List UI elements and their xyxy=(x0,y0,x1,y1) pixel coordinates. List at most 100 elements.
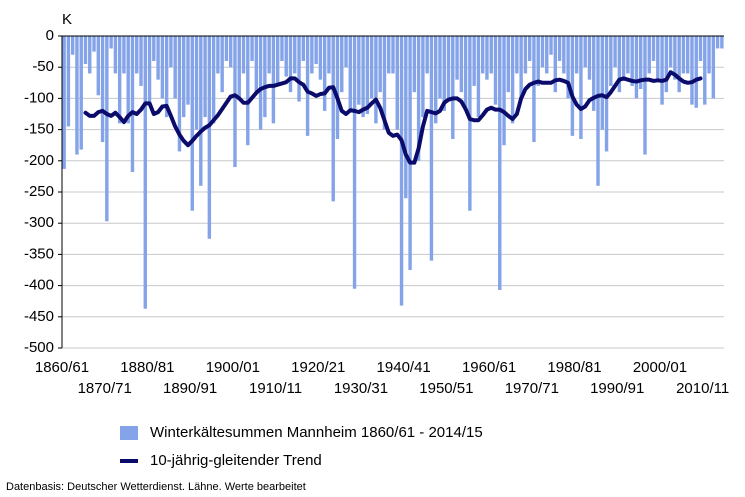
legend-label: 10-jährig-gleitender Trend xyxy=(150,452,322,469)
bar xyxy=(190,36,194,211)
bar xyxy=(519,36,523,99)
bar xyxy=(549,36,553,55)
bar xyxy=(254,36,259,93)
bar xyxy=(271,36,276,124)
bar xyxy=(241,36,246,74)
bar xyxy=(523,36,528,74)
bar xyxy=(143,36,147,309)
bar xyxy=(314,36,318,65)
x-tick-label: 1920/21 xyxy=(291,359,345,376)
bar xyxy=(506,36,511,93)
bar xyxy=(587,36,592,80)
bar xyxy=(639,36,643,90)
bar xyxy=(698,36,703,61)
bar xyxy=(630,36,634,86)
bar xyxy=(233,36,237,168)
bar xyxy=(117,36,122,124)
bar xyxy=(617,36,622,93)
bar xyxy=(211,36,216,124)
bar xyxy=(327,36,331,74)
bar xyxy=(664,36,669,93)
bar xyxy=(228,36,233,68)
bar xyxy=(280,36,284,61)
bar xyxy=(408,36,412,270)
bar xyxy=(169,36,173,68)
x-tick-label: 1950/51 xyxy=(419,380,473,397)
bar xyxy=(250,36,254,61)
bar xyxy=(621,36,626,80)
bar xyxy=(199,36,203,186)
x-tick-label: 1960/61 xyxy=(462,359,516,376)
bar xyxy=(399,36,404,306)
bar xyxy=(446,36,451,99)
y-tick-label: -350 xyxy=(24,245,54,262)
x-tick-label: 1930/31 xyxy=(334,380,388,397)
x-tick-label: 2010/11 xyxy=(676,380,729,397)
bar xyxy=(224,36,229,61)
bar xyxy=(186,36,190,105)
bar xyxy=(502,36,506,146)
bar xyxy=(557,36,562,61)
bar xyxy=(62,36,66,169)
bar xyxy=(455,36,459,80)
bar xyxy=(703,36,707,105)
bar xyxy=(318,36,323,80)
bar xyxy=(152,36,156,61)
bar xyxy=(715,36,720,49)
bar xyxy=(147,36,152,105)
x-tick-label: 1940/41 xyxy=(377,359,431,376)
x-tick-label: 2000/01 xyxy=(633,359,687,376)
bar xyxy=(194,36,199,130)
bar xyxy=(237,36,241,99)
bar xyxy=(694,36,698,108)
bar xyxy=(647,36,651,74)
source-note: Datenbasis: Deutscher Wetterdienst. Lähn… xyxy=(6,481,306,493)
bar xyxy=(357,36,361,105)
bar xyxy=(96,36,101,96)
bar xyxy=(374,36,378,124)
bar xyxy=(122,36,126,74)
y-tick-label: -300 xyxy=(24,214,54,231)
bar xyxy=(105,36,109,222)
bar xyxy=(707,36,711,74)
bar xyxy=(92,36,96,52)
bar xyxy=(527,36,532,61)
y-tick-label: -200 xyxy=(24,152,54,169)
bar xyxy=(288,36,293,93)
bar xyxy=(498,36,502,290)
bar xyxy=(331,36,335,202)
bar xyxy=(489,36,493,74)
bar xyxy=(70,36,75,55)
bar xyxy=(378,36,382,93)
bar xyxy=(382,36,387,130)
bar xyxy=(536,36,540,86)
bar xyxy=(395,36,399,130)
bar xyxy=(720,36,724,49)
y-tick-label: -250 xyxy=(24,183,54,200)
bar xyxy=(361,36,365,118)
y-tick-label: -400 xyxy=(24,277,54,294)
y-axis-label: K xyxy=(62,11,72,28)
bar xyxy=(643,36,647,155)
bar xyxy=(75,36,79,155)
bar xyxy=(66,36,71,127)
x-tick-label: 1980/81 xyxy=(547,359,601,376)
bar xyxy=(493,36,498,105)
bar xyxy=(391,36,395,74)
x-tick-label: 1880/81 xyxy=(120,359,174,376)
bar xyxy=(438,36,442,99)
bar xyxy=(532,36,536,143)
x-tick-label: 1970/71 xyxy=(505,380,559,397)
bar xyxy=(126,36,130,124)
bar xyxy=(135,36,139,74)
x-tick-label: 1890/91 xyxy=(163,380,217,397)
bar xyxy=(570,36,575,136)
bar xyxy=(673,36,677,80)
bar xyxy=(609,36,613,86)
bar xyxy=(156,36,160,80)
bar xyxy=(352,36,357,289)
bar xyxy=(711,36,716,99)
bar xyxy=(421,36,425,118)
x-tick-label: 1870/71 xyxy=(78,380,132,397)
